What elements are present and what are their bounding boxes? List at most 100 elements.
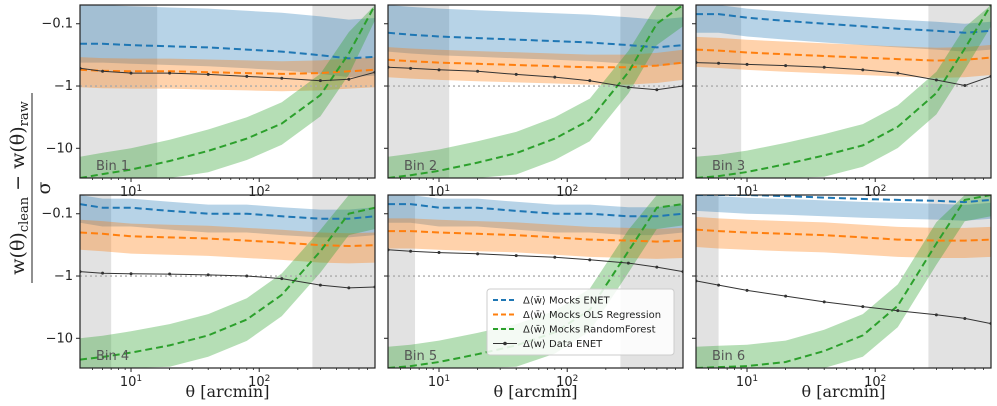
data-line <box>696 280 991 325</box>
x-tick-label: 102 <box>864 374 886 390</box>
data-point <box>206 273 210 277</box>
rf-line <box>696 195 991 368</box>
plot-area <box>80 5 375 178</box>
x-tick-label: 102 <box>864 184 886 200</box>
data-point <box>553 75 557 79</box>
mask-region-small-scale <box>388 195 416 368</box>
enet-line <box>80 42 375 60</box>
data-line <box>388 249 683 273</box>
data-point <box>101 69 105 73</box>
enet-band <box>80 195 375 238</box>
data-point <box>588 79 592 83</box>
mask-region-large-scale <box>312 195 375 368</box>
y-tick-label: −0.1 <box>41 207 73 222</box>
data-point <box>437 68 441 72</box>
data-point <box>476 252 480 256</box>
ols-line <box>80 231 375 248</box>
mask-region-large-scale <box>928 195 991 368</box>
legend: Δ⟨w̄⟩ Mocks ENET Δ⟨w̄⟩ Mocks OLS Regressi… <box>486 288 675 356</box>
rf-line <box>696 5 991 178</box>
y-label-denominator: σ <box>33 181 55 194</box>
data-point <box>280 76 284 80</box>
bin-label: Bin 2 <box>404 159 437 174</box>
ols-band <box>388 218 683 259</box>
ols-band <box>696 216 991 258</box>
data-line <box>80 271 375 289</box>
mask-region-large-scale <box>928 5 991 178</box>
y-tick-label: −0.1 <box>41 17 73 32</box>
rf-line <box>80 206 375 361</box>
x-tick-label: 101 <box>736 184 758 200</box>
ols-line <box>388 230 683 243</box>
ols-line <box>388 58 683 69</box>
data-point <box>168 71 172 75</box>
enet-line <box>80 203 375 220</box>
data-point <box>206 72 210 76</box>
enet-band <box>388 5 683 67</box>
data-point <box>963 83 967 87</box>
bin-label: Bin 6 <box>712 349 745 364</box>
y-tick-label: −10 <box>46 331 73 346</box>
plot-area <box>696 195 991 368</box>
enet-line <box>696 195 991 204</box>
x-tick-label: 102 <box>556 374 578 390</box>
data-point <box>717 61 721 65</box>
y-tick-label: −10 <box>46 141 73 156</box>
mask-region-small-scale <box>696 195 719 368</box>
data-point <box>655 88 659 92</box>
enet-line <box>388 203 683 218</box>
x-axis-label: θ [arcmin] <box>494 382 578 401</box>
legend-entry-label: Δ⟨w̄⟩ Mocks RandomForest <box>523 325 656 336</box>
enet-line <box>696 13 991 34</box>
plot-area <box>696 5 991 178</box>
plot-area <box>80 195 375 368</box>
data-line <box>80 67 375 82</box>
panel-bin-3: 101 102 Bin 3 <box>692 4 992 200</box>
y-tick-label: −1 <box>54 79 73 94</box>
data-point <box>934 313 938 317</box>
mask-region-small-scale <box>388 5 450 178</box>
data-point <box>129 71 133 75</box>
x-axis-label: θ [arcmin] <box>802 382 886 401</box>
panel-frame <box>79 194 376 369</box>
data-point <box>437 251 441 255</box>
data-point <box>245 274 249 278</box>
y-label-numerator: w(θ)clean − w(θ)raw <box>7 101 32 274</box>
legend-box <box>486 288 675 356</box>
data-point <box>101 271 105 275</box>
data-point <box>822 300 826 304</box>
y-tick-label: −1 <box>54 269 73 284</box>
panels-grid: −0.1 −1 −10 101 102 Bin 1 101 102 Bin 2 101 102 Bin… <box>41 4 992 401</box>
x-tick-label: 101 <box>736 374 758 390</box>
panel-frame <box>387 194 684 369</box>
data-line <box>388 66 683 91</box>
rf-band <box>80 195 375 368</box>
mask-region-large-scale <box>620 5 683 178</box>
data-point <box>245 74 249 78</box>
rf-line <box>80 5 375 178</box>
ols-line <box>696 48 991 62</box>
x-axis-label: θ [arcmin] <box>186 382 270 401</box>
x-tick-label: 102 <box>248 184 270 200</box>
bin-label: Bin 5 <box>404 349 437 364</box>
data-point <box>784 64 788 68</box>
data-point <box>347 77 351 81</box>
mask-region-small-scale <box>696 5 742 178</box>
data-point <box>896 309 900 313</box>
data-point <box>626 85 630 89</box>
data-point <box>963 316 967 320</box>
data-point <box>514 72 518 76</box>
x-tick-label: 102 <box>248 374 270 390</box>
data-point <box>347 286 351 290</box>
rf-band <box>696 5 991 178</box>
plot-area <box>388 5 683 178</box>
data-point <box>861 68 865 72</box>
enet-band <box>388 195 683 236</box>
enet-band <box>696 5 991 52</box>
legend-entry-label: Δ⟨w⟩ Data ENET <box>523 339 603 350</box>
legend-swatch-marker <box>503 341 507 346</box>
